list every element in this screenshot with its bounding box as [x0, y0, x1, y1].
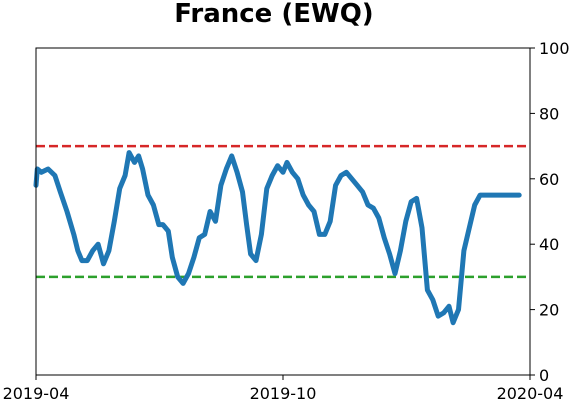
- reference-lines: [36, 144, 530, 279]
- y-tick-label: 80: [539, 104, 559, 123]
- y-tick-label: 40: [539, 235, 559, 254]
- x-tick-label: 2019-10: [250, 384, 317, 402]
- chart-title: France (EWQ): [174, 0, 373, 29]
- plot-frame: [35, 47, 531, 376]
- y-tick-label: 20: [539, 301, 559, 320]
- series-group: [33, 150, 522, 326]
- y-tick-label: 60: [539, 170, 559, 189]
- y-axis: 0 20 40 60 80 100: [530, 39, 570, 385]
- series-line-0: [33, 150, 522, 326]
- y-tick-label: 0: [539, 366, 549, 385]
- x-tick-label: 2019-04: [3, 384, 70, 402]
- x-tick-label: 2020-04: [497, 384, 564, 402]
- y-tick-label: 100: [539, 39, 570, 58]
- x-axis: 2019-04 2019-10 2020-04: [3, 375, 564, 402]
